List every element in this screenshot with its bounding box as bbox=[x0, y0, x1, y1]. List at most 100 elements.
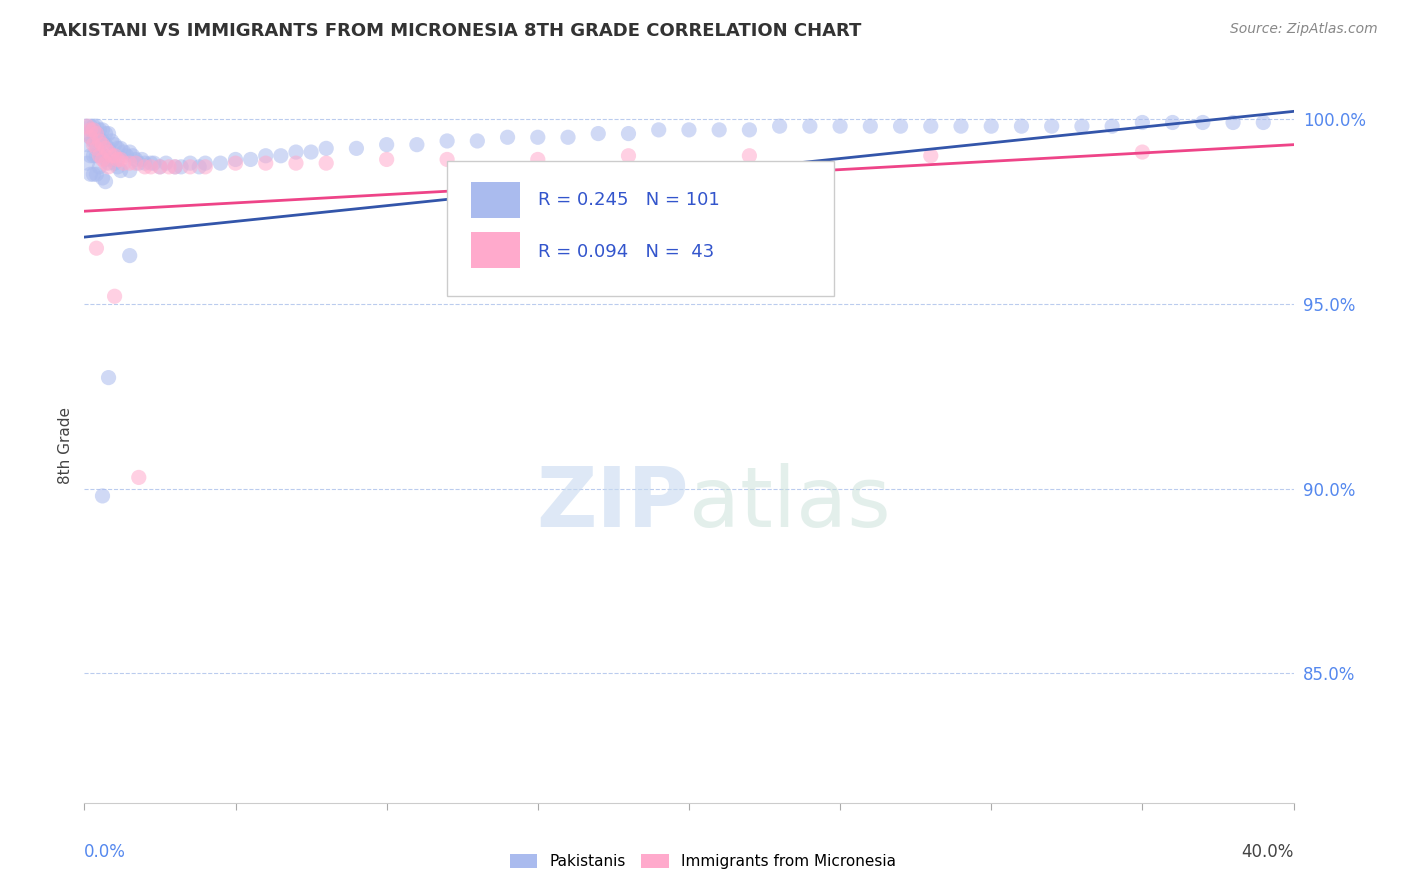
Point bbox=[128, 156, 150, 170]
FancyBboxPatch shape bbox=[471, 232, 520, 268]
Point bbox=[86, 127, 108, 141]
Point bbox=[82, 149, 104, 163]
Point bbox=[647, 123, 671, 137]
Point bbox=[375, 137, 398, 152]
Point bbox=[950, 119, 973, 133]
Point bbox=[91, 170, 114, 185]
Point bbox=[91, 137, 114, 152]
Point bbox=[436, 153, 458, 167]
Point bbox=[107, 153, 129, 167]
Point bbox=[91, 153, 114, 167]
Point bbox=[97, 127, 120, 141]
Point bbox=[299, 145, 322, 159]
FancyBboxPatch shape bbox=[447, 161, 834, 296]
Point bbox=[254, 149, 277, 163]
Point bbox=[89, 134, 111, 148]
Text: 40.0%: 40.0% bbox=[1241, 843, 1294, 861]
Point bbox=[406, 137, 429, 152]
Point bbox=[1130, 145, 1153, 159]
Point bbox=[76, 127, 98, 141]
Point bbox=[121, 149, 143, 163]
Point bbox=[104, 156, 127, 170]
Legend: Pakistanis, Immigrants from Micronesia: Pakistanis, Immigrants from Micronesia bbox=[503, 848, 903, 875]
Point bbox=[82, 137, 104, 152]
Point bbox=[709, 123, 731, 137]
Point bbox=[139, 156, 162, 170]
Point bbox=[118, 156, 141, 170]
Point bbox=[118, 145, 141, 159]
Point bbox=[134, 160, 156, 174]
Point bbox=[89, 160, 111, 174]
Point bbox=[97, 370, 120, 384]
Point bbox=[270, 149, 292, 163]
Point bbox=[125, 156, 148, 170]
Point bbox=[94, 153, 117, 167]
Point bbox=[1251, 115, 1274, 129]
Point bbox=[375, 153, 398, 167]
Point bbox=[104, 149, 127, 163]
Point bbox=[75, 119, 97, 133]
Point bbox=[86, 241, 108, 255]
Point bbox=[890, 119, 912, 133]
Point bbox=[254, 156, 277, 170]
Point bbox=[170, 160, 193, 174]
Point bbox=[91, 123, 114, 137]
Point bbox=[86, 149, 108, 163]
Point bbox=[86, 141, 108, 155]
Point bbox=[82, 127, 104, 141]
Point bbox=[920, 119, 942, 133]
Point bbox=[91, 489, 114, 503]
Point bbox=[1130, 115, 1153, 129]
Point bbox=[617, 149, 640, 163]
Point bbox=[225, 156, 247, 170]
Point bbox=[112, 145, 135, 159]
Point bbox=[100, 153, 122, 167]
Point bbox=[79, 119, 101, 133]
Point bbox=[110, 141, 132, 155]
Point bbox=[110, 163, 132, 178]
Point bbox=[94, 175, 117, 189]
Point bbox=[163, 160, 186, 174]
Point bbox=[155, 156, 177, 170]
Point bbox=[1071, 119, 1094, 133]
Point bbox=[104, 137, 127, 152]
Point bbox=[678, 123, 700, 137]
Text: R = 0.245   N = 101: R = 0.245 N = 101 bbox=[538, 191, 720, 209]
Point bbox=[194, 160, 217, 174]
Point bbox=[225, 153, 247, 167]
Point bbox=[82, 134, 104, 148]
Point bbox=[89, 134, 111, 148]
Point bbox=[557, 130, 579, 145]
Point bbox=[1040, 119, 1063, 133]
Point bbox=[496, 130, 519, 145]
Text: ZIP: ZIP bbox=[537, 463, 689, 543]
Point bbox=[89, 123, 111, 137]
Point bbox=[142, 156, 165, 170]
Text: PAKISTANI VS IMMIGRANTS FROM MICRONESIA 8TH GRADE CORRELATION CHART: PAKISTANI VS IMMIGRANTS FROM MICRONESIA … bbox=[42, 22, 862, 40]
Point bbox=[284, 156, 308, 170]
Point bbox=[91, 134, 114, 148]
Point bbox=[94, 156, 117, 170]
Point bbox=[79, 130, 101, 145]
Point bbox=[588, 127, 610, 141]
Point bbox=[100, 134, 122, 148]
Point bbox=[125, 153, 148, 167]
Point bbox=[82, 123, 104, 137]
Text: R = 0.094   N =  43: R = 0.094 N = 43 bbox=[538, 243, 714, 260]
Text: atlas: atlas bbox=[689, 463, 890, 543]
Point bbox=[118, 249, 141, 263]
Point bbox=[82, 167, 104, 181]
Point bbox=[89, 149, 111, 163]
Point bbox=[859, 119, 882, 133]
Point bbox=[79, 123, 101, 137]
Point bbox=[118, 163, 141, 178]
Point bbox=[97, 141, 120, 155]
Point bbox=[617, 127, 640, 141]
Point bbox=[1161, 115, 1184, 129]
Point bbox=[163, 160, 186, 174]
Point bbox=[315, 141, 337, 155]
Point bbox=[107, 160, 129, 174]
Point bbox=[738, 149, 761, 163]
Text: Source: ZipAtlas.com: Source: ZipAtlas.com bbox=[1230, 22, 1378, 37]
Point bbox=[82, 119, 104, 133]
